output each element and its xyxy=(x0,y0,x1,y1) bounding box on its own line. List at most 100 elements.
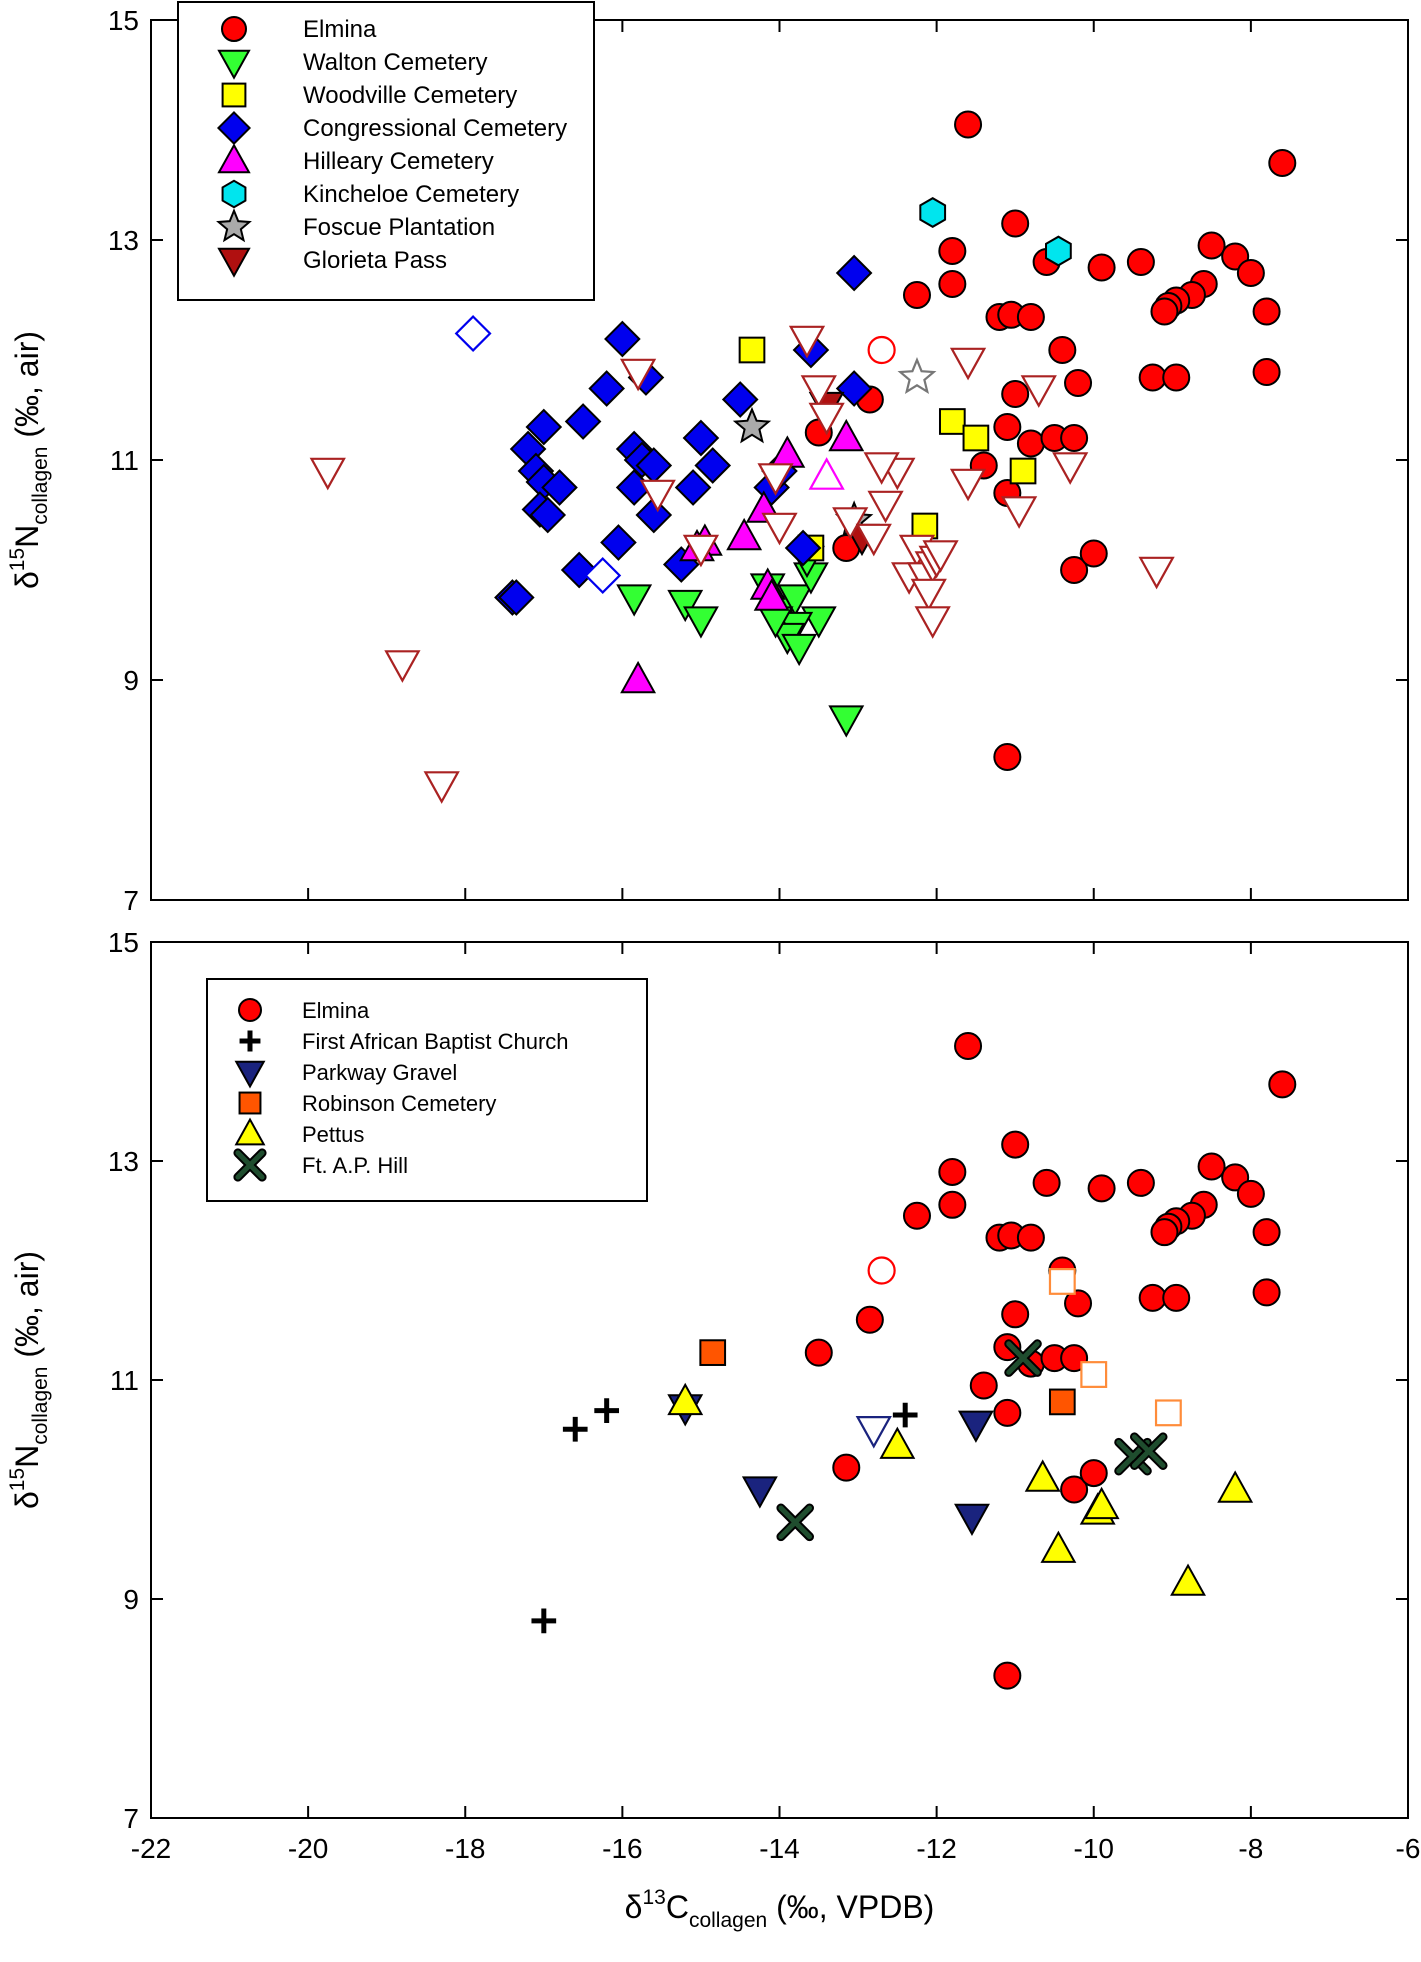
data-point xyxy=(616,584,653,617)
legend-entry-pettus: Pettus xyxy=(234,1117,364,1147)
data-point xyxy=(776,1503,815,1542)
data-point xyxy=(1162,363,1191,392)
series-elmina xyxy=(804,110,1297,771)
data-point xyxy=(674,469,712,506)
legend-label: Ft. A.P. Hill xyxy=(302,1153,408,1178)
data-point xyxy=(835,254,873,292)
data-point xyxy=(855,1305,884,1334)
data-point xyxy=(1138,556,1175,590)
legend-label: Hilleary Cemetery xyxy=(303,148,494,175)
data-point xyxy=(1060,424,1089,452)
data-point xyxy=(594,1398,620,1424)
data-point xyxy=(835,370,873,407)
data-point xyxy=(761,512,798,546)
legend-entry-foscue-plantation: Foscue Plantation xyxy=(216,208,495,243)
data-point xyxy=(919,197,947,228)
data-point xyxy=(1016,1223,1045,1252)
y-axis-label-sub: collagen xyxy=(29,1367,52,1445)
data-point xyxy=(1268,1070,1297,1099)
data-point xyxy=(784,529,822,567)
data-point xyxy=(1126,1168,1155,1197)
y-axis-label-units: (‰, air) xyxy=(9,1251,45,1367)
series-parkway-gravel xyxy=(667,1394,994,1536)
data-point xyxy=(1048,1267,1076,1295)
data-point xyxy=(1252,1278,1281,1307)
data-point xyxy=(949,468,987,502)
legend-entry-first-african-baptist-church: First African Baptist Church xyxy=(239,1029,569,1054)
data-point xyxy=(699,1339,727,1366)
x-axis-label-units: (‰, VPDB) xyxy=(767,1889,934,1925)
series-open-tri-down xyxy=(309,325,1175,804)
data-point xyxy=(1252,358,1281,386)
data-point xyxy=(1083,1486,1120,1520)
x-axis-label: δ13Ccollagen (‰, VPDB) xyxy=(625,1886,935,1932)
x-tick-label: -22 xyxy=(131,1833,171,1864)
data-point xyxy=(902,281,931,309)
y-axis-label-symbol: δ xyxy=(9,571,45,589)
data-point xyxy=(1052,452,1089,485)
legend-label: Kincheloe Cemetery xyxy=(303,181,519,208)
x-tick-label: -16 xyxy=(602,1833,642,1864)
data-point xyxy=(1079,539,1108,568)
data-point xyxy=(993,1661,1022,1690)
data-point xyxy=(531,1608,557,1634)
x-tick-label: -12 xyxy=(916,1833,956,1864)
data-point xyxy=(902,1201,931,1230)
data-point xyxy=(993,1398,1022,1427)
data-point xyxy=(1009,457,1037,485)
legend-label: Elmina xyxy=(303,16,377,43)
data-point xyxy=(808,457,845,490)
legend-box xyxy=(206,978,648,1202)
data-point xyxy=(1001,1130,1030,1159)
data-point xyxy=(1197,1152,1226,1181)
data-point xyxy=(911,512,939,540)
data-point xyxy=(635,496,673,534)
x-axis-label-symbol: δ xyxy=(625,1889,643,1925)
x-axis-label-sup: 13 xyxy=(642,1886,665,1909)
x-tick-label: -8 xyxy=(1238,1833,1263,1864)
data-point xyxy=(1032,1168,1061,1197)
legend-entry-hilleary-cemetery: Hilleary Cemetery xyxy=(217,143,494,175)
data-point xyxy=(962,424,990,452)
y-tick-label: 9 xyxy=(123,665,139,696)
data-point xyxy=(1138,1283,1167,1312)
data-point xyxy=(867,335,896,365)
legend-entry-kincheloe-cemetery: Kincheloe Cemetery xyxy=(221,179,519,209)
legend-marker xyxy=(234,1117,266,1146)
data-point xyxy=(788,325,826,359)
data-point xyxy=(584,557,622,594)
data-point xyxy=(726,517,763,551)
data-point xyxy=(954,1503,990,1536)
y-axis-label-sub: collagen xyxy=(29,447,52,525)
x-tick-label: -20 xyxy=(288,1833,328,1864)
legend-label: First African Baptist Church xyxy=(302,1029,569,1054)
legend-label: Woodville Cemetery xyxy=(303,82,517,109)
data-point xyxy=(1150,297,1179,326)
data-point xyxy=(954,110,983,139)
legend-label: Glorieta Pass xyxy=(303,247,447,274)
series-open-tri-up xyxy=(808,457,845,490)
data-point xyxy=(922,540,959,573)
data-point xyxy=(1060,1475,1089,1504)
data-point xyxy=(1252,297,1281,326)
y-axis-label-units: (‰, air) xyxy=(9,331,45,447)
legend-entry-elmina: Elmina xyxy=(221,16,377,43)
data-point xyxy=(832,1453,861,1482)
data-point xyxy=(1004,1339,1042,1377)
data-point xyxy=(938,270,967,298)
data-point xyxy=(1129,1432,1168,1470)
data-point xyxy=(1001,380,1030,408)
data-point xyxy=(1016,303,1045,331)
data-point xyxy=(1236,259,1265,287)
legend: Elmina First African Baptist Church Parkwa… xyxy=(206,978,648,1202)
data-point xyxy=(721,381,759,418)
legend: Elmina Walton Cemetery Woodville Cemetery C… xyxy=(177,1,595,301)
data-point xyxy=(910,578,947,612)
x-tick-label: -18 xyxy=(445,1833,485,1864)
y-axis-label-element: N xyxy=(9,1445,45,1468)
x-axis-label-sub: collagen xyxy=(689,1909,767,1932)
y-axis-label-symbol: δ xyxy=(9,1491,45,1509)
data-point xyxy=(1040,1530,1077,1563)
data-point xyxy=(1000,496,1038,529)
